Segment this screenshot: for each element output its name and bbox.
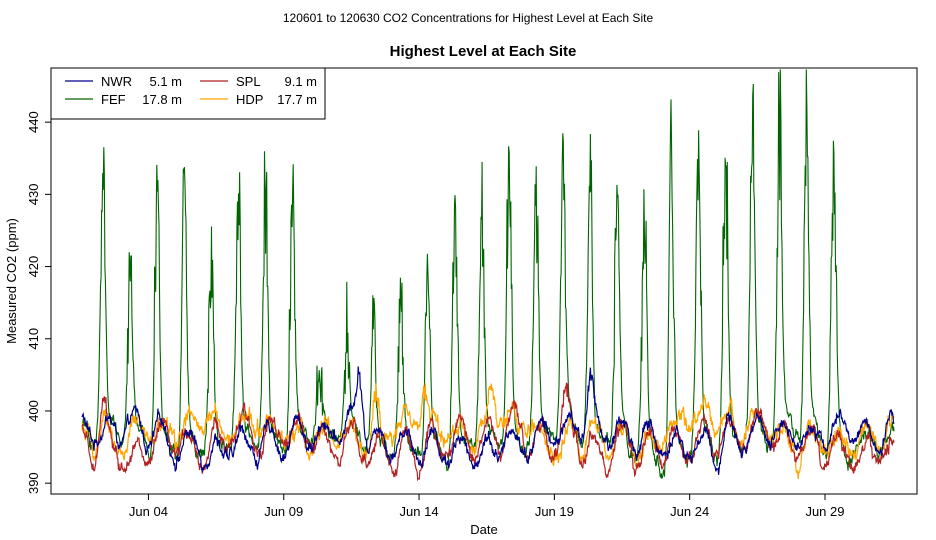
legend-height-spl: 9.1 m xyxy=(284,74,317,89)
y-axis: 390 400 410 420 430 440 xyxy=(26,111,51,494)
legend-height-nwr: 5.1 m xyxy=(149,74,182,89)
y-axis-label: Measured CO2 (ppm) xyxy=(4,218,19,344)
y-tick-label: 430 xyxy=(26,184,41,206)
legend-label-hdp: HDP xyxy=(236,92,263,107)
x-tick-label: Jun 24 xyxy=(670,504,709,519)
x-axis-label: Date xyxy=(470,522,497,537)
x-tick-label: Jun 29 xyxy=(805,504,844,519)
chart-title: Highest Level at Each Site xyxy=(390,43,577,60)
x-tick-label: Jun 04 xyxy=(129,504,168,519)
series-layer xyxy=(81,69,895,482)
y-tick-label: 440 xyxy=(26,111,41,133)
legend-label-nwr: NWR xyxy=(101,74,132,89)
legend-label-fef: FEF xyxy=(101,92,126,107)
series-line-fef xyxy=(81,69,895,480)
legend: NWR 5.1 m FEF 17.8 m SPL 9.1 m HDP 17.7 m xyxy=(50,67,326,120)
x-tick-label: Jun 19 xyxy=(535,504,574,519)
y-tick-label: 390 xyxy=(26,472,41,494)
y-tick-label: 420 xyxy=(26,256,41,278)
legend-height-hdp: 17.7 m xyxy=(277,92,317,107)
page-title: 120601 to 120630 CO2 Concentrations for … xyxy=(283,11,654,25)
x-tick-label: Jun 09 xyxy=(264,504,303,519)
legend-height-fef: 17.8 m xyxy=(142,92,182,107)
x-tick-label: Jun 14 xyxy=(400,504,439,519)
legend-box xyxy=(50,67,326,120)
x-axis: Jun 04 Jun 09 Jun 14 Jun 19 Jun 24 Jun 29 xyxy=(129,494,845,519)
y-tick-label: 410 xyxy=(26,328,41,350)
y-tick-label: 400 xyxy=(26,400,41,422)
plot-frame xyxy=(50,67,918,495)
legend-label-spl: SPL xyxy=(236,74,261,89)
series-line-nwr xyxy=(81,366,895,475)
